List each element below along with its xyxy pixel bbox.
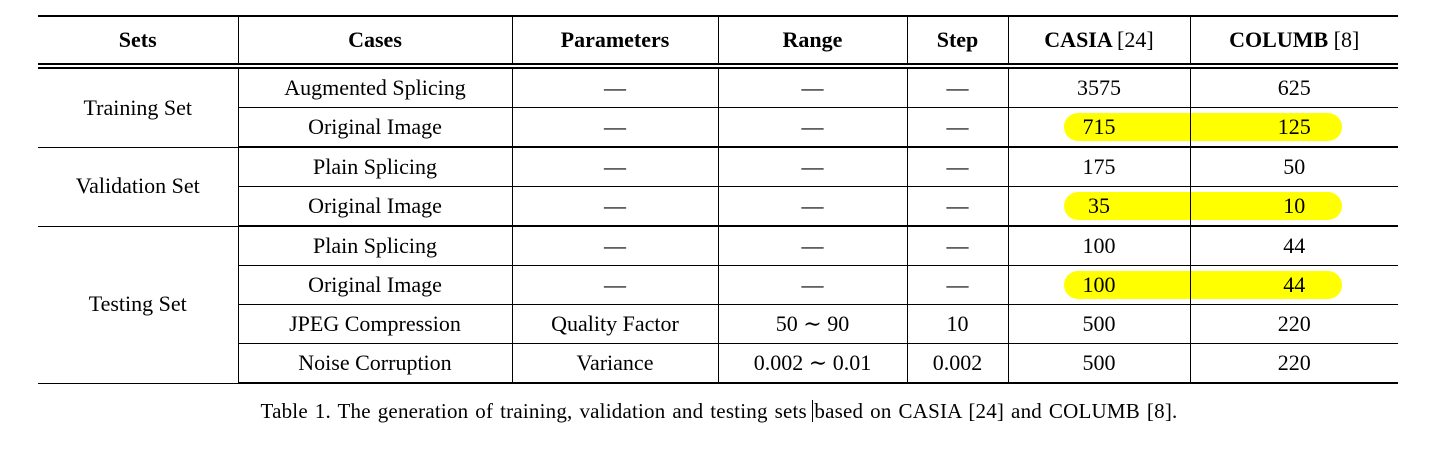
cell-parameters: Variance: [511, 343, 718, 384]
cell-case: Original Image: [237, 107, 512, 148]
col-header-step: Step: [906, 16, 1008, 69]
header-row: Sets Cases Parameters Range Step CASIA […: [38, 16, 1398, 69]
cell-case: Original Image: [237, 186, 512, 227]
cell-step: —: [906, 186, 1008, 227]
highlight-mark: [1190, 192, 1342, 220]
highlight-mark: [1190, 113, 1342, 141]
table-row: Original Image — — — 100 44: [38, 265, 1398, 305]
cell-range: 50 ∼ 90: [717, 304, 907, 344]
cell-parameters: —: [511, 226, 718, 266]
cell-step: 0.002: [906, 343, 1008, 384]
cell-casia: 100: [1007, 226, 1190, 266]
cell-range: —: [717, 226, 907, 266]
cell-parameters: —: [511, 107, 718, 148]
cell-casia: 3575: [1007, 66, 1190, 108]
col-header-parameters: Parameters: [511, 16, 718, 69]
cell-set-testing: Testing Set: [38, 226, 238, 384]
cell-columb: 125: [1189, 107, 1398, 148]
cell-casia: 715: [1007, 107, 1190, 148]
cell-case: JPEG Compression: [237, 304, 512, 344]
cell-case: Noise Corruption: [237, 343, 512, 384]
dataset-generation-table: Sets Cases Parameters Range Step CASIA […: [38, 15, 1398, 384]
cell-range: —: [717, 66, 907, 108]
cell-casia: 500: [1007, 343, 1190, 384]
cell-casia: 100: [1007, 265, 1190, 305]
cell-case: Plain Splicing: [237, 147, 512, 187]
cell-columb: 44: [1189, 226, 1398, 266]
cell-parameters: —: [511, 147, 718, 187]
table-row: Original Image — — — 715 125: [38, 107, 1398, 148]
table-row: Training Set Augmented Splicing — — — 35…: [38, 66, 1398, 148]
cell-step: —: [906, 265, 1008, 305]
cell-casia: 35: [1007, 186, 1190, 227]
cell-casia: 500: [1007, 304, 1190, 344]
cell-case: Augmented Splicing: [237, 66, 512, 108]
cell-step: —: [906, 107, 1008, 148]
col-header-sets: Sets: [38, 16, 238, 69]
casia-citation: [24]: [1117, 26, 1154, 52]
col-header-cases: Cases: [237, 16, 512, 69]
columb-name: COLUMB: [1229, 26, 1329, 52]
highlight-mark: [1063, 192, 1190, 220]
text-cursor-bar: [811, 400, 814, 422]
table-row: Noise Corruption Variance 0.002 ∼ 0.01 0…: [38, 343, 1398, 384]
cell-range: —: [717, 186, 907, 227]
highlight-mark: [1190, 271, 1342, 299]
cell-case: Plain Splicing: [237, 226, 512, 266]
cell-columb: 220: [1189, 343, 1398, 384]
cell-columb: 50: [1189, 147, 1398, 187]
caption-text-after: based on CASIA [24] and COLUMB [8].: [814, 399, 1178, 423]
cell-columb: 625: [1189, 66, 1398, 108]
highlight-mark: [1063, 271, 1190, 299]
cell-range: —: [717, 147, 907, 187]
cell-step: —: [906, 147, 1008, 187]
col-header-range: Range: [717, 16, 907, 69]
cell-columb: 44: [1189, 265, 1398, 305]
cell-step: —: [906, 226, 1008, 266]
cell-range: —: [717, 265, 907, 305]
cell-set-training: Training Set: [38, 66, 238, 148]
cell-range: 0.002 ∼ 0.01: [717, 343, 907, 384]
table-row: Original Image — — — 35 10: [38, 186, 1398, 227]
casia-name: CASIA: [1044, 26, 1112, 52]
cell-casia: 175: [1007, 147, 1190, 187]
cell-step: —: [906, 66, 1008, 108]
cell-parameters: —: [511, 186, 718, 227]
col-header-casia: CASIA [24]: [1007, 16, 1190, 69]
cell-range: —: [717, 107, 907, 148]
table-row: Testing Set Plain Splicing — — — 100 44: [38, 226, 1398, 384]
highlight-mark: [1063, 113, 1190, 141]
table-caption: Table 1. The generation of training, val…: [0, 399, 1438, 424]
table-row: JPEG Compression Quality Factor 50 ∼ 90 …: [38, 304, 1398, 344]
table-row: Validation Set Plain Splicing — — — 175 …: [38, 147, 1398, 227]
cell-case: Original Image: [237, 265, 512, 305]
caption-text-before: Table 1. The generation of training, val…: [260, 399, 807, 423]
cell-step: 10: [906, 304, 1008, 344]
columb-citation: [8]: [1333, 26, 1360, 52]
cell-columb: 220: [1189, 304, 1398, 344]
cell-parameters: —: [511, 66, 718, 108]
col-header-columb: COLUMB [8]: [1189, 16, 1398, 69]
cell-columb: 10: [1189, 186, 1398, 227]
cell-parameters: Quality Factor: [511, 304, 718, 344]
cell-set-validation: Validation Set: [38, 147, 238, 227]
cell-parameters: —: [511, 265, 718, 305]
